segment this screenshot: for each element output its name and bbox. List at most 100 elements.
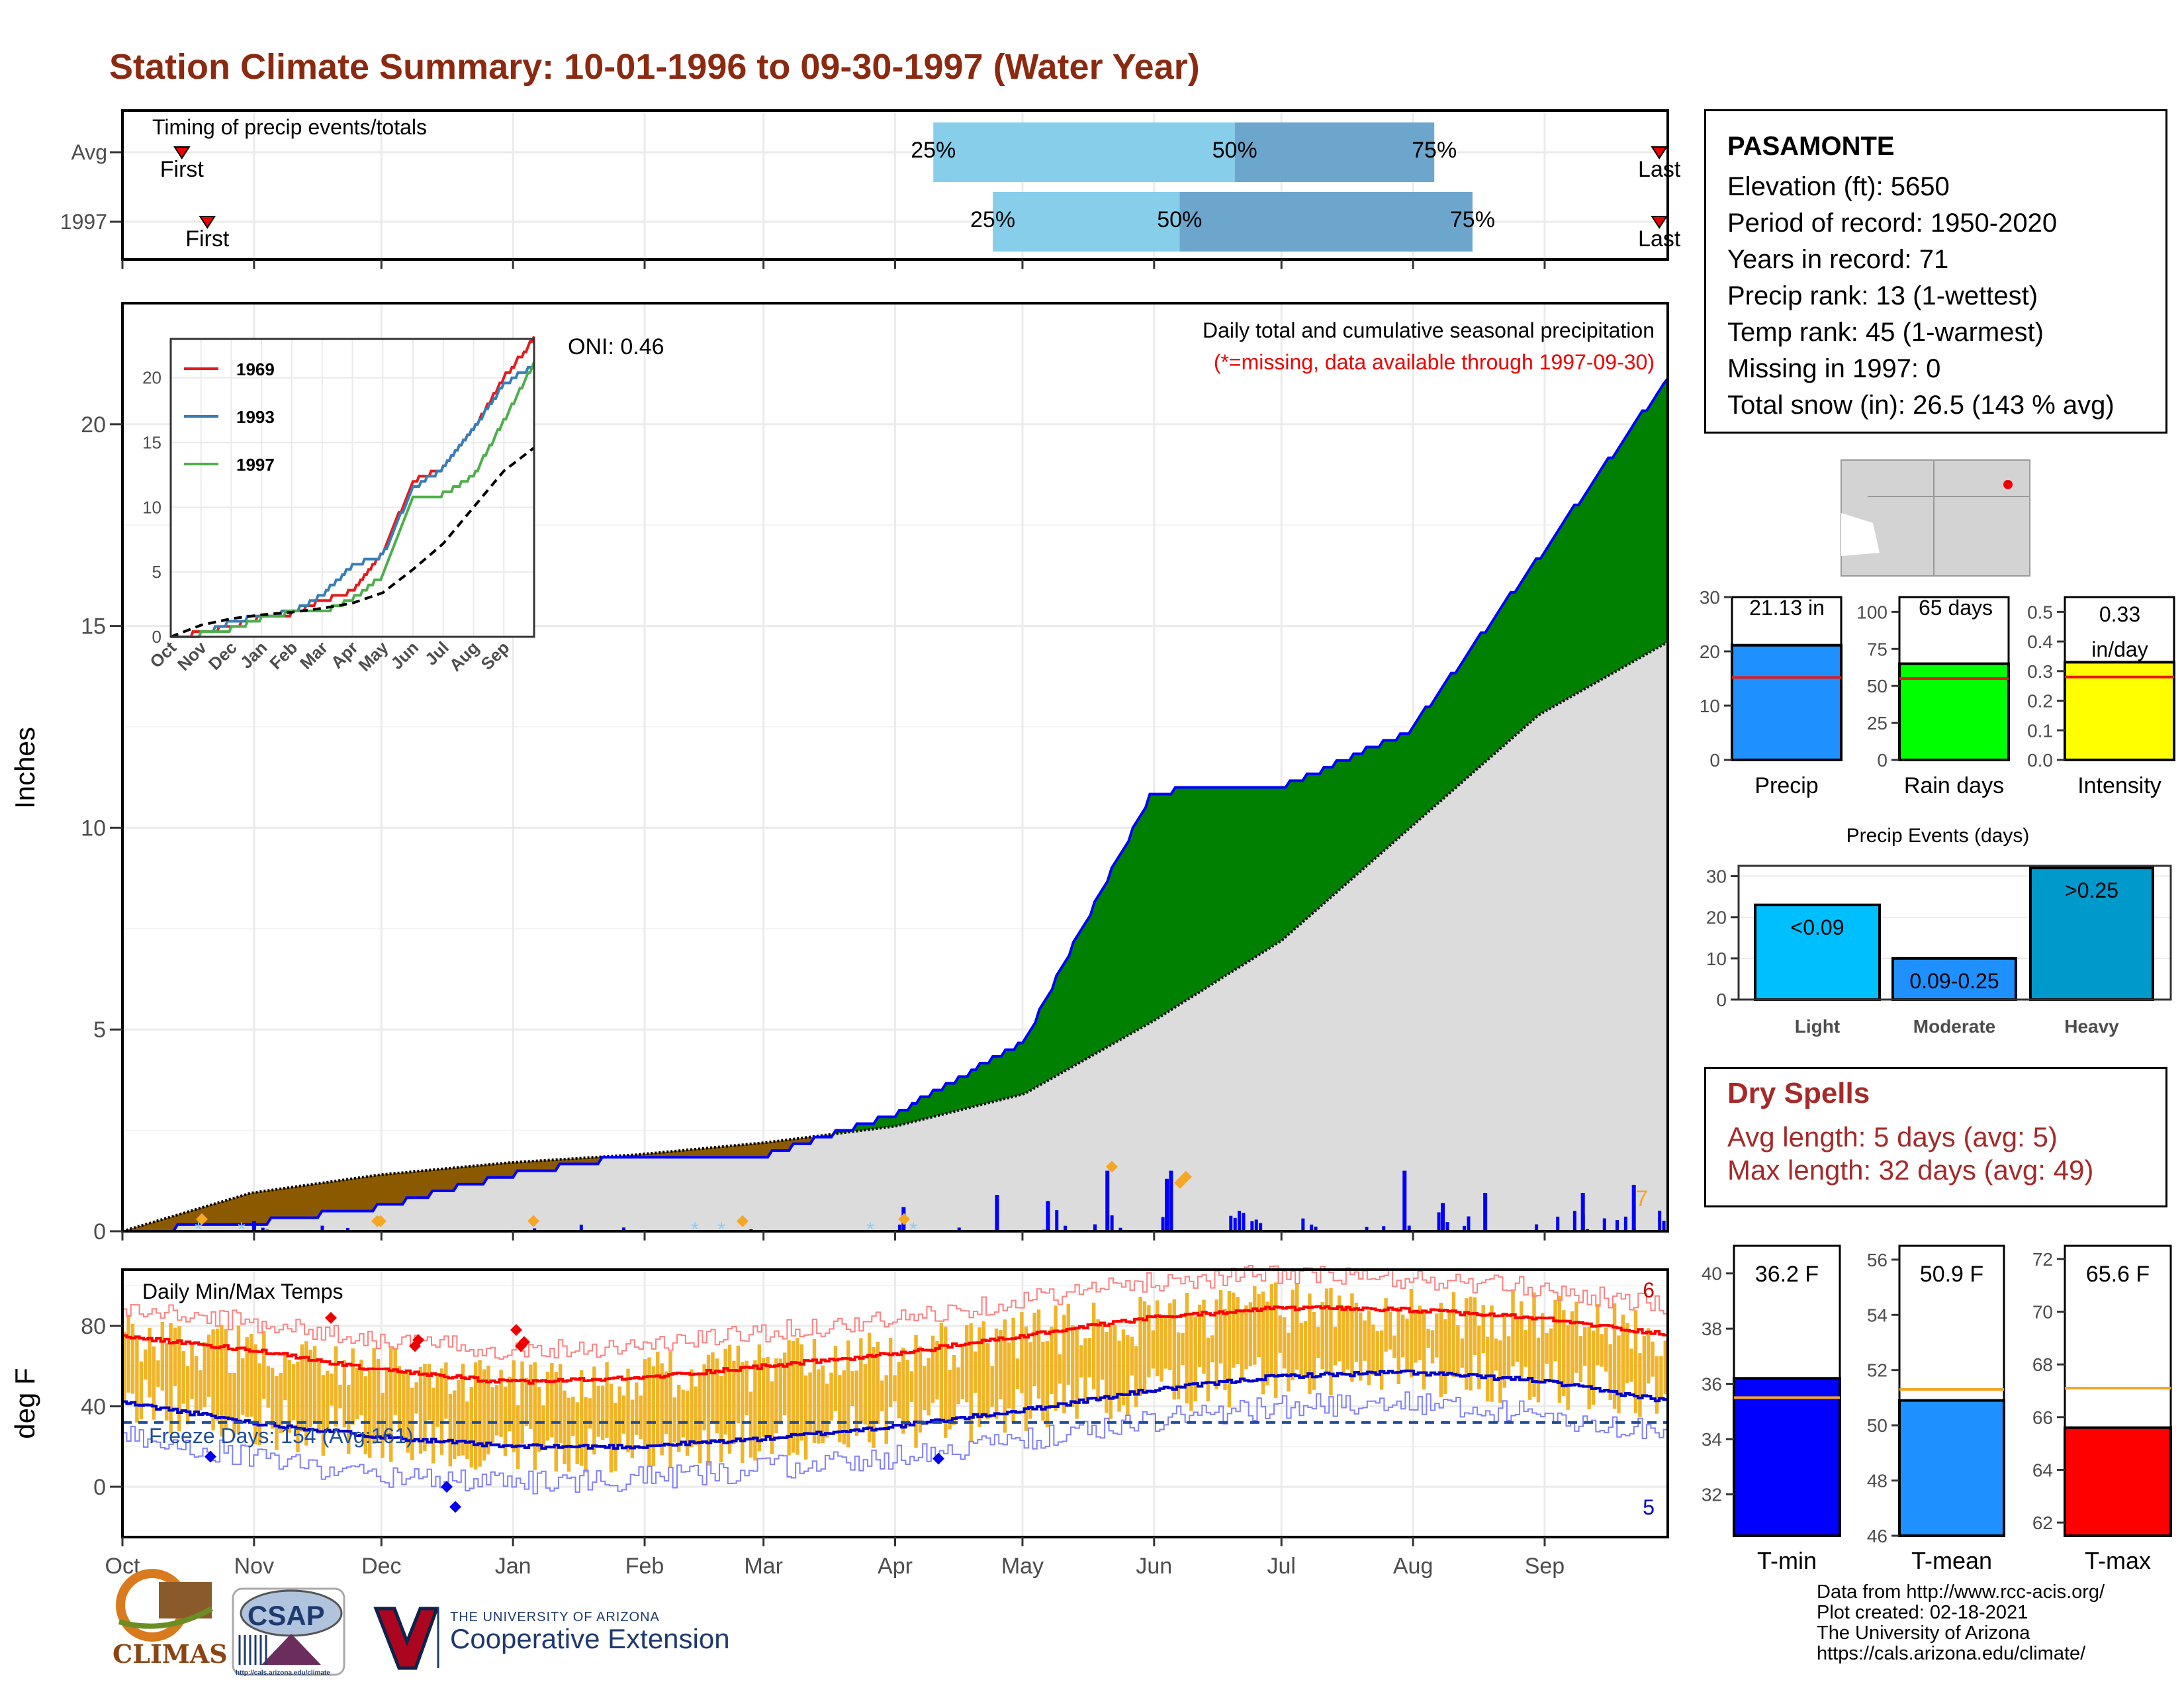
daily-temp-bar: [846, 1340, 850, 1448]
daily-temp-bar: [1392, 1335, 1396, 1358]
daily-precip-bar: [579, 1225, 583, 1231]
daily-temp-bar: [1379, 1330, 1384, 1390]
daily-temp-bar: [863, 1364, 867, 1425]
daily-temp-bar: [799, 1344, 803, 1441]
events-category-label: Light: [1795, 1016, 1840, 1037]
daily-temp-bar: [1447, 1310, 1451, 1374]
daily-precip-bar: [1407, 1225, 1411, 1231]
daily-temp-bar: [249, 1334, 253, 1417]
snow-marker: *: [717, 1219, 725, 1241]
daily-temp-bar: [1003, 1319, 1007, 1433]
daily-temp-bar: [257, 1363, 262, 1446]
daily-temp-bar: [1308, 1293, 1312, 1394]
record-low-marker: [933, 1452, 944, 1465]
daily-temp-bar: [1642, 1336, 1647, 1396]
daily-precip-bar: [1064, 1225, 1068, 1231]
daily-precip-bar: [1463, 1225, 1467, 1231]
snow-marker: *: [195, 1219, 203, 1241]
credit-plot-created: Plot created: 02-18-2021: [1817, 1602, 2028, 1623]
daily-temp-bar: [884, 1375, 888, 1444]
daily-temp-bar: [418, 1366, 423, 1454]
daily-temp-bar: [1160, 1315, 1163, 1382]
credits: Data from http://www.rcc-acis.org/ Plot …: [1817, 1582, 2105, 1664]
temp-summary-value-label: 36.2 F: [1755, 1262, 1819, 1287]
daily-temp-bar: [1036, 1309, 1041, 1399]
inset-y-tick-label: 0: [152, 627, 161, 647]
daily-temp-bar: [706, 1354, 711, 1466]
daily-temp-bar: [376, 1358, 381, 1436]
events-category-label: Heavy: [2064, 1016, 2119, 1037]
daily-temp-bar: [1566, 1325, 1570, 1410]
daily-temp-bar: [656, 1351, 660, 1444]
precip-y-tick-label: 20: [81, 412, 106, 438]
daily-temp-bar: [262, 1331, 266, 1399]
snow-marker: *: [909, 1219, 917, 1241]
daily-temp-bar: [1278, 1315, 1282, 1353]
month-tick-label: Dec: [361, 1554, 401, 1579]
mini-bar-label: Precip: [1754, 773, 1818, 798]
daily-temp-bar: [999, 1329, 1003, 1400]
location-map: [1841, 459, 2030, 577]
daily-precip-bar: [1259, 1223, 1263, 1231]
daily-temp-bar: [893, 1375, 897, 1402]
daily-temp-bar: [1469, 1296, 1473, 1391]
daily-temp-bar: [435, 1373, 439, 1427]
daily-temp-bar: [1295, 1284, 1299, 1370]
temp-summary-tick-label: 40: [1702, 1264, 1722, 1284]
daily-temp-bar: [872, 1346, 876, 1448]
temp-y-axis-label: deg F: [9, 1368, 40, 1438]
daily-temp-bar: [330, 1373, 334, 1406]
precip-corner-count: 7: [1635, 1186, 1648, 1211]
events-tick-label: 20: [1706, 908, 1727, 928]
daily-temp-bar: [185, 1366, 190, 1425]
daily-temp-bar: [287, 1360, 291, 1433]
daily-temp-bar: [126, 1315, 130, 1393]
daily-temp-bar: [1236, 1297, 1240, 1364]
daily-temp-bar: [1557, 1295, 1562, 1403]
daily-temp-bar: [948, 1370, 952, 1430]
record-high-marker: [412, 1334, 424, 1346]
daily-temp-bar: [956, 1367, 960, 1405]
daily-temp-bar: [275, 1376, 279, 1450]
mini-bar-tick-label: 20: [1700, 641, 1720, 662]
first-event-label: First: [160, 157, 205, 182]
daily-temp-bar: [1527, 1317, 1532, 1400]
daily-temp-bar: [1189, 1312, 1193, 1411]
daily-temp-bar: [927, 1358, 931, 1416]
daily-temp-bar: [1477, 1325, 1481, 1389]
daily-temp-bar: [796, 1338, 799, 1455]
daily-temp-bar: [745, 1360, 749, 1416]
daily-temp-bar: [1384, 1298, 1388, 1352]
daily-temp-bar: [1629, 1348, 1633, 1382]
record-high-marker: [518, 1336, 530, 1348]
daily-temp-bar: [736, 1345, 741, 1424]
events-chart-border: [1737, 865, 2172, 1001]
timing-label-75: 75%: [1412, 138, 1457, 163]
daily-temp-bar: [850, 1371, 854, 1407]
daily-precip-bar: [1169, 1170, 1173, 1231]
daily-temp-bar: [1502, 1313, 1506, 1388]
inset-legend-label: 1969: [236, 359, 275, 379]
inset-chart-border: [169, 338, 535, 638]
daily-temp-bar: [206, 1335, 211, 1397]
temp-summary-tick-label: 46: [1867, 1526, 1888, 1546]
snow-event-marker: [1106, 1160, 1118, 1173]
daily-temp-bar: [1130, 1336, 1134, 1376]
daily-temp-bar: [499, 1370, 503, 1437]
temp-summary-tick-label: 66: [2032, 1407, 2053, 1428]
daily-temp-bar: [978, 1327, 981, 1427]
csap-mountain-icon: [261, 1634, 321, 1665]
daily-precip-bar: [1233, 1217, 1237, 1231]
daily-temp-bar: [1663, 1340, 1668, 1395]
daily-temp-bar: [1087, 1338, 1092, 1378]
mini-bar-tick-label: 10: [1700, 696, 1720, 716]
daily-temp-bar: [211, 1329, 215, 1430]
mini-bar-tick-label: 0.5: [2027, 602, 2053, 622]
daily-temp-bar: [423, 1364, 427, 1452]
daily-temp-bar: [520, 1361, 524, 1444]
daily-temp-bar: [1375, 1331, 1380, 1376]
daily-temp-bar: [177, 1326, 181, 1431]
daily-precip-bar: [1535, 1224, 1539, 1231]
daily-temp-bar: [1400, 1314, 1405, 1358]
